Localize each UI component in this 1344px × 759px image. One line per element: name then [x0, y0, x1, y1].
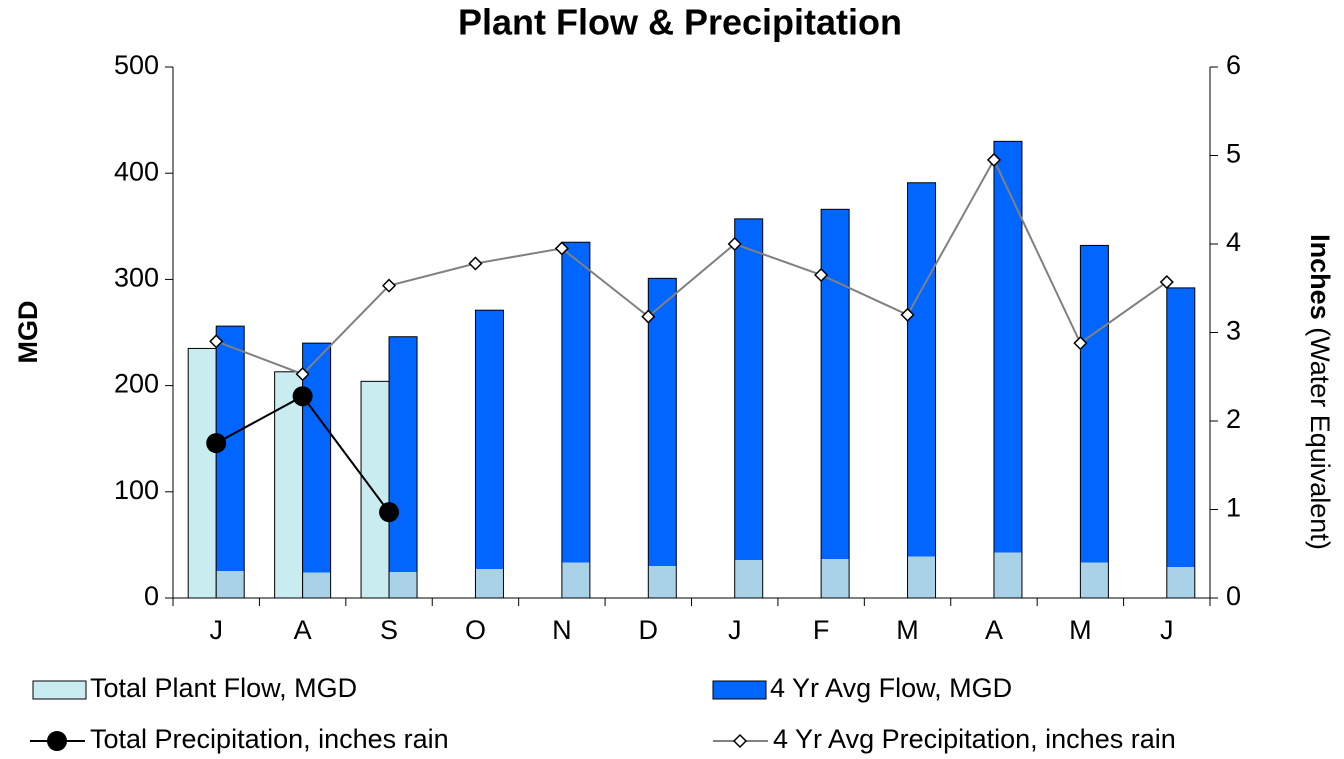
line: [215, 157, 1168, 376]
bar: [360, 380, 390, 599]
point: [292, 386, 313, 407]
x-tick-label: J: [728, 615, 742, 645]
legend-marker: [47, 731, 67, 751]
point: [379, 502, 400, 523]
bar: [907, 182, 937, 599]
point: [1073, 336, 1088, 351]
x-tick-label: N: [552, 615, 572, 645]
y2-label-rest: (Water Equivalent): [1305, 327, 1335, 550]
bar: [561, 241, 591, 599]
legend-label: Total Plant Flow, MGD: [90, 673, 357, 703]
x-tick-label: O: [465, 615, 486, 645]
legend-swatch: [712, 680, 767, 700]
point: [814, 267, 829, 283]
bar: [302, 342, 332, 599]
x-tick-label: M: [896, 615, 919, 645]
x-tick-label: J: [209, 615, 223, 645]
point: [900, 307, 915, 322]
y2-tick-label: 0: [1226, 581, 1241, 611]
x-tick-label: J: [1160, 615, 1174, 645]
bar: [215, 325, 245, 599]
y2-tick-label: 3: [1226, 316, 1241, 346]
bar: [187, 347, 217, 599]
y2-label-bold: Inches: [1305, 234, 1335, 320]
y2-tick-label: 5: [1226, 139, 1241, 169]
point: [986, 152, 1002, 167]
bar: [474, 309, 504, 599]
bar: [388, 336, 418, 599]
x-tick-label: M: [1069, 615, 1092, 645]
point: [206, 433, 227, 454]
bar: [993, 140, 1023, 599]
y2-axis-label: Inches (Water Equivalent): [1305, 234, 1335, 550]
chart-title: Plant Flow & Precipitation: [458, 2, 902, 43]
point: [209, 334, 224, 349]
bar: [820, 208, 850, 599]
y2-tick-label: 2: [1226, 404, 1241, 434]
x-tick-label: D: [639, 615, 659, 645]
bar: [1079, 244, 1109, 599]
point: [295, 367, 310, 382]
legend-marker: [732, 733, 748, 749]
point: [641, 309, 656, 324]
legend-label: Total Precipitation, inches rain: [90, 724, 449, 754]
x-tick-label: A: [294, 615, 312, 645]
legend-swatch: [32, 680, 87, 700]
x-tick-label: A: [985, 615, 1003, 645]
y2-tick-label: 4: [1226, 227, 1241, 257]
bar: [647, 277, 677, 599]
x-tick-label: S: [380, 615, 398, 645]
y2-tick-label: 6: [1226, 50, 1241, 80]
legend-label: 4 Yr Avg Precipitation, inches rain: [773, 724, 1176, 754]
x-tick-label: F: [813, 615, 830, 645]
bar: [734, 218, 764, 599]
y-axis-label: MGD: [13, 301, 43, 364]
y2-tick-label: 1: [1226, 493, 1241, 523]
y-tick-label: 500: [114, 50, 159, 80]
point: [381, 278, 397, 293]
y-tick-label: 100: [114, 475, 159, 505]
y-tick-label: 300: [114, 263, 159, 293]
point: [727, 236, 742, 252]
y-tick-label: 0: [144, 581, 159, 611]
point: [1159, 274, 1174, 290]
bar: [274, 371, 304, 599]
y-tick-label: 200: [114, 369, 159, 399]
point: [468, 256, 483, 271]
bar: [1166, 287, 1196, 599]
point: [554, 241, 569, 256]
y-tick-label: 400: [114, 156, 159, 186]
legend-label: 4 Yr Avg Flow, MGD: [770, 673, 1012, 703]
